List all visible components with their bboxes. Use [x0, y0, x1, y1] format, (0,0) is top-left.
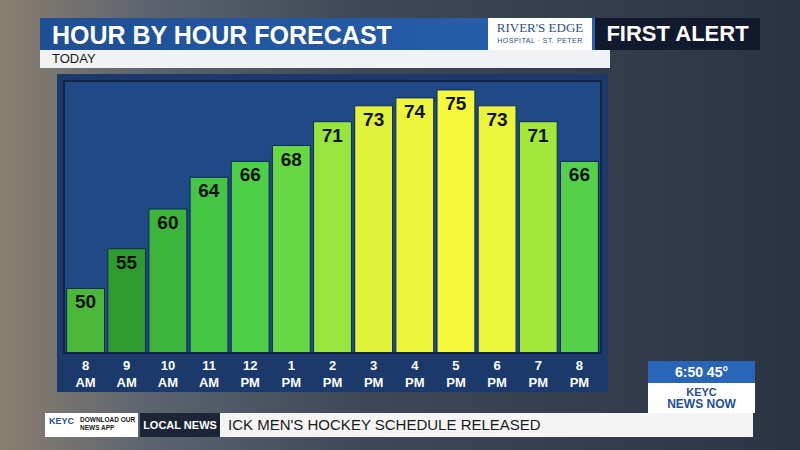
svg-text:11AM: 11AM [199, 358, 219, 390]
svg-text:66: 66 [240, 164, 261, 185]
svg-text:1PM: 1PM [282, 358, 302, 390]
svg-text:12PM: 12PM [240, 358, 260, 390]
svg-text:6PM: 6PM [487, 358, 507, 390]
html-text:LOCAL NEWS: LOCAL NEWS [143, 419, 217, 431]
svg-text:4PM: 4PM [405, 358, 425, 390]
svg-text:8AM: 8AM [75, 358, 95, 390]
svg-text:71: 71 [322, 125, 344, 146]
svg-text:10AM: 10AM [158, 358, 178, 390]
html-text:6:50 45°: 6:50 45° [675, 364, 728, 380]
html-text:DOWNLOAD OUR NEWS APP: DOWNLOAD OUR NEWS APP [80, 416, 136, 431]
svg-text:64: 64 [198, 180, 220, 201]
svg-text:9AM: 9AM [117, 358, 137, 390]
html-text:FIRST ALERT: FIRST ALERT [606, 21, 749, 46]
html-text:HOSPITAL · ST. PETER: HOSPITAL · ST. PETER [497, 37, 583, 44]
svg-text:2PM: 2PM [323, 358, 343, 390]
svg-text:68: 68 [281, 149, 302, 170]
html-text:NEWS NOW: NEWS NOW [667, 397, 736, 411]
svg-text:66: 66 [569, 164, 590, 185]
html-text:KEYC: KEYC [49, 416, 74, 426]
html-text:RIVER'S EDGE: RIVER'S EDGE [496, 20, 584, 35]
svg-text:60: 60 [157, 212, 178, 233]
html-text:ICK MEN'S HOCKEY SCHEDULE RELE: ICK MEN'S HOCKEY SCHEDULE RELEASED [228, 416, 541, 433]
html-text:KEYC: KEYC [686, 386, 717, 398]
svg-text:7PM: 7PM [529, 358, 549, 390]
svg-text:71: 71 [527, 125, 549, 146]
svg-text:50: 50 [75, 291, 96, 312]
svg-text:73: 73 [363, 109, 384, 130]
svg-text:73: 73 [487, 109, 508, 130]
svg-text:3PM: 3PM [364, 358, 384, 390]
svg-text:8PM: 8PM [570, 358, 590, 390]
svg-text:55: 55 [116, 252, 138, 273]
html-text:HOUR BY HOUR FORECAST: HOUR BY HOUR FORECAST [52, 21, 392, 49]
svg-text:5PM: 5PM [446, 358, 466, 390]
svg-text:74: 74 [404, 101, 426, 122]
html-text:TODAY: TODAY [52, 51, 96, 66]
svg-text:75: 75 [445, 93, 467, 114]
